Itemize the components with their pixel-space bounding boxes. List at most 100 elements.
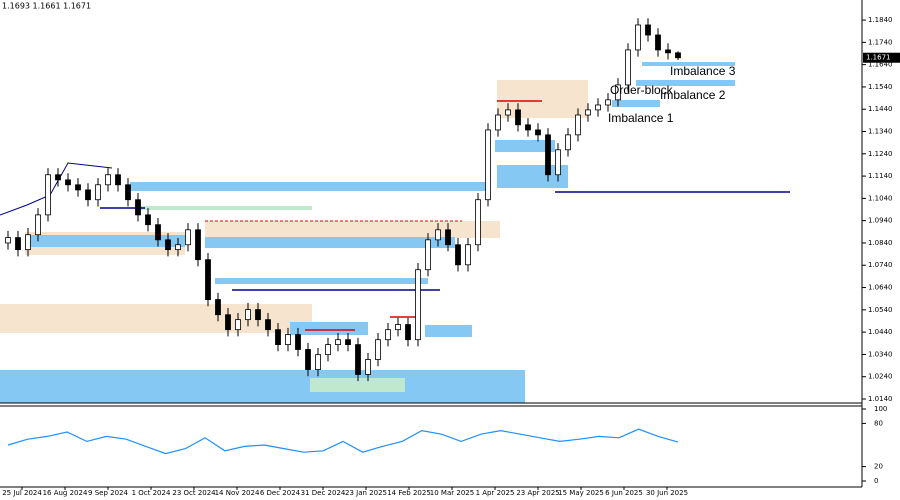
candle-body [345, 339, 351, 346]
x-tick-label: 23 Oct 2024 [172, 489, 216, 497]
candle-body [85, 189, 91, 201]
x-tick-label: 6 Dec 2024 [260, 489, 301, 497]
candle-body [135, 199, 141, 216]
candle-body [545, 134, 551, 176]
y-tick-label: 1.0540 [868, 306, 893, 314]
candle-body [355, 344, 361, 375]
candle-body [295, 334, 301, 350]
candle-body [665, 49, 671, 54]
zone [205, 237, 455, 248]
candle-body [175, 244, 181, 251]
candle-body [145, 214, 151, 226]
y-tick-label: 1.1740 [868, 38, 893, 46]
y-tick-label: 1.1140 [868, 172, 893, 180]
candle-body [445, 229, 451, 246]
y-tick-label: 1.1840 [868, 16, 893, 24]
candle-body [185, 229, 191, 246]
candle-body [435, 229, 441, 241]
y-tick-label: 1.1340 [868, 128, 893, 136]
y-tick-label: 1.1240 [868, 150, 893, 158]
candle-body [105, 174, 111, 186]
y-tick-label: 1.1440 [868, 105, 893, 113]
candle-body [405, 324, 411, 341]
y-tick-label: 1.0440 [868, 328, 893, 336]
y-tick-label: 1.1040 [868, 194, 893, 202]
x-tick-label: 6 Jun 2025 [605, 489, 643, 497]
zone [130, 182, 490, 191]
candle-body [645, 24, 651, 36]
candle-body [225, 314, 231, 331]
candle-body [275, 329, 281, 346]
candle-body [65, 179, 71, 186]
candle-body [575, 114, 581, 136]
candle-body [635, 24, 641, 51]
candle-body [125, 184, 131, 201]
candle-body [195, 229, 201, 261]
candle-body [55, 174, 61, 181]
indicator-line [7, 428, 679, 455]
x-tick-label: 31 Dec 2024 [301, 489, 346, 497]
zone [0, 370, 525, 403]
y-tick-label: 1.0940 [868, 217, 893, 225]
y-tick-label: 100 [874, 405, 887, 413]
candle-body [115, 174, 121, 186]
candle-body [325, 344, 331, 356]
y-tick-label: 1.0140 [868, 395, 893, 403]
candle-body [595, 104, 601, 111]
candle-body [615, 84, 621, 101]
y-tick-label: 1.0840 [868, 239, 893, 247]
candle-body [155, 224, 161, 241]
y-tick-label: 0 [874, 477, 878, 485]
zone [425, 325, 472, 337]
candle-body [45, 174, 51, 216]
y-tick-label: 1.0740 [868, 261, 893, 269]
candle-body [675, 52, 681, 59]
y-tick-label: 1.1540 [868, 83, 893, 91]
zone [290, 322, 368, 335]
candle-body [215, 299, 221, 316]
price-tag: 1.1671 [866, 54, 891, 62]
zone [205, 221, 500, 238]
zone [140, 206, 312, 210]
candle-body [35, 214, 41, 236]
zone [495, 140, 555, 152]
zone [310, 378, 405, 392]
price-header: 1.1693 1.1661 1.1671 [2, 2, 91, 11]
candle-body [555, 149, 561, 176]
candle-body [485, 129, 491, 201]
annotation: Order-block [610, 83, 674, 97]
candle-body [265, 319, 271, 331]
candle-body [165, 239, 171, 251]
candle-body [515, 109, 521, 126]
candle-body [375, 339, 381, 360]
candle-body [5, 237, 11, 244]
candle-body [415, 269, 421, 341]
candle-body [365, 359, 371, 375]
candle-body [285, 334, 291, 346]
x-tick-label: 16 Aug 2024 [43, 489, 88, 497]
x-tick-label: 25 Jul 2024 [2, 489, 42, 497]
x-tick-label: 14 Feb 2025 [387, 489, 431, 497]
candle-body [75, 184, 81, 191]
x-tick-label: 1 Oct 2024 [132, 489, 171, 497]
candle-body [505, 109, 511, 116]
x-tick-label: 9 Sep 2024 [88, 489, 128, 497]
x-tick-label: 1 Apr 2025 [476, 489, 515, 497]
x-tick-label: 10 Mar 2025 [430, 489, 474, 497]
zone [642, 62, 735, 66]
candle-body [625, 49, 631, 86]
x-tick-label: 15 May 2025 [558, 489, 604, 497]
zone [25, 235, 185, 247]
zone [215, 278, 428, 284]
candle-body [395, 324, 401, 331]
candle-body [525, 124, 531, 131]
candle-body [475, 199, 481, 246]
x-tick-label: 23 Apr 2025 [516, 489, 559, 497]
y-tick-label: 80 [874, 419, 883, 427]
annotation: Imbalance 1 [608, 111, 674, 125]
candle-body [305, 349, 311, 370]
candle-body [605, 99, 611, 106]
x-tick-label: 30 Jun 2025 [646, 489, 688, 497]
zones [0, 62, 790, 403]
y-tick-label: 1.0340 [868, 350, 893, 358]
